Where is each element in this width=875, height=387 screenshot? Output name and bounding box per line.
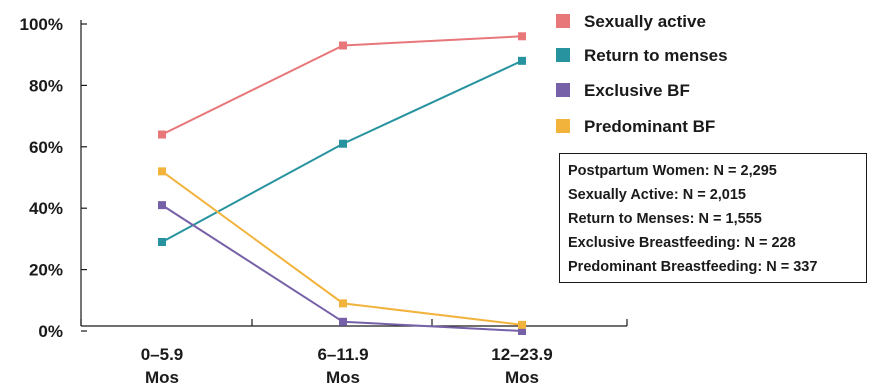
data-point <box>339 299 347 308</box>
data-point <box>339 139 347 148</box>
series-sexually-active <box>158 32 526 139</box>
data-point <box>158 237 166 246</box>
y-tick-label: 80% <box>29 76 63 95</box>
sample-size-line: Exclusive Breastfeeding: N = 228 <box>568 235 796 251</box>
series-line <box>161 59 523 243</box>
y-tick-label: 40% <box>29 199 63 218</box>
series-layer <box>158 32 526 335</box>
data-point <box>158 167 166 176</box>
data-point <box>339 41 347 50</box>
y-tick-label: 100% <box>20 15 63 34</box>
y-tick-label: 20% <box>29 261 63 280</box>
series-return-to-menses <box>158 56 526 246</box>
y-axis-ticks: 0% 20% 40% 60% 80% 100% <box>20 15 87 341</box>
sample-size-line: Sexually Active: N = 2,015 <box>568 187 746 203</box>
legend-label: Predominant BF <box>584 117 715 136</box>
data-point <box>158 201 166 210</box>
data-point <box>339 317 347 326</box>
legend: Sexually active Return to menses Exclusive… <box>556 12 728 136</box>
series-exclusive-bf <box>158 201 526 335</box>
data-point <box>518 56 526 65</box>
sample-size-line: Return to Menses: N = 1,555 <box>568 211 762 227</box>
legend-swatch <box>556 83 570 97</box>
x-tick-label: 6–11.9 Mos <box>317 345 368 387</box>
legend-swatch <box>556 14 570 28</box>
legend-swatch <box>556 48 570 62</box>
x-axis-ticks: 0–5.9 Mos 6–11.9 Mos 12–23.9 Mos <box>80 319 628 387</box>
series-predominant-bf <box>158 167 526 329</box>
sample-size-line: Postpartum Women: N = 2,295 <box>568 163 777 179</box>
legend-swatch <box>556 119 570 133</box>
series-line <box>161 204 523 332</box>
sample-size-line: Predominant Breastfeeding: N = 337 <box>568 259 818 275</box>
legend-label: Return to menses <box>584 46 728 65</box>
legend-label: Sexually active <box>584 12 706 31</box>
data-point <box>518 320 526 329</box>
y-tick-label: 60% <box>29 138 63 157</box>
data-point <box>518 327 526 335</box>
legend-label: Exclusive BF <box>584 81 690 100</box>
sample-size-box: Postpartum Women: N = 2,295 Sexually Act… <box>559 153 867 283</box>
y-tick-label: 0% <box>38 322 63 341</box>
x-tick-label: 12–23.9 Mos <box>491 345 552 387</box>
axes <box>80 20 627 327</box>
x-tick-label: 0–5.9 Mos <box>141 345 184 387</box>
data-point <box>158 130 166 139</box>
data-point <box>518 32 526 41</box>
